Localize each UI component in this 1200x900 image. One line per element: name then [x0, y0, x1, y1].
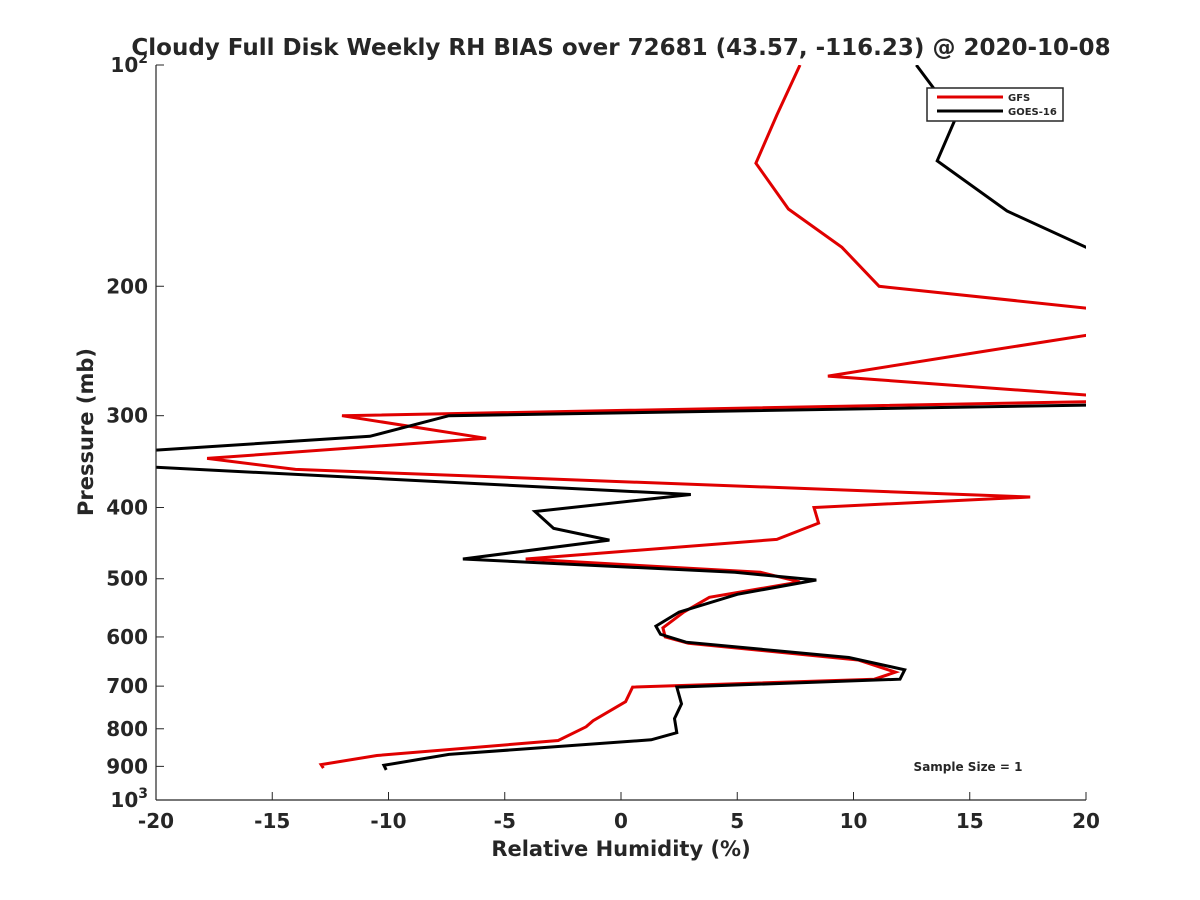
y-tick-label: 800	[106, 717, 148, 741]
legend-label: GFS	[1008, 93, 1030, 104]
series-line-gfs	[206, 65, 1086, 769]
sample-size-annotation: Sample Size = 1	[914, 760, 1023, 774]
series-line-goes-16	[156, 65, 1086, 771]
x-tick-label: 0	[614, 809, 628, 833]
chart-title: Cloudy Full Disk Weekly RH BIAS over 726…	[131, 35, 1110, 61]
y-tick-label: 600	[106, 625, 148, 649]
x-tick-label: 10	[840, 809, 868, 833]
y-tick-label: 102	[110, 51, 148, 77]
legend-box	[926, 87, 1064, 122]
y-tick-label: 700	[106, 674, 148, 698]
legend: GFS GOES-16	[926, 87, 1064, 122]
y-tick-label: 103	[110, 786, 148, 812]
x-tick-label: 15	[956, 809, 984, 833]
y-tick-label: 900	[106, 754, 148, 778]
x-tick-label: -15	[254, 809, 290, 833]
x-tick-label: -20	[138, 809, 174, 833]
x-tick-label: 20	[1072, 809, 1100, 833]
y-tick-label: 300	[106, 404, 148, 428]
x-ticks: -20 -15 -10 -5 0 5 10 15 20	[138, 792, 1100, 833]
series-layer	[156, 65, 1086, 771]
y-tick-label: 400	[106, 496, 148, 520]
y-ticks: 102 200 300 400 500 600 700 800 900 103	[106, 51, 164, 812]
x-tick-label: -5	[494, 809, 516, 833]
y-tick-label: 200	[106, 274, 148, 298]
x-tick-label: -10	[370, 809, 406, 833]
y-axis-label: Pressure (mb)	[74, 348, 98, 516]
legend-label: GOES-16	[1008, 107, 1057, 118]
x-tick-label: 5	[730, 809, 744, 833]
y-tick-label: 500	[106, 567, 148, 591]
plot-frame	[155, 65, 1086, 801]
x-axis-label: Relative Humidity (%)	[491, 837, 750, 861]
